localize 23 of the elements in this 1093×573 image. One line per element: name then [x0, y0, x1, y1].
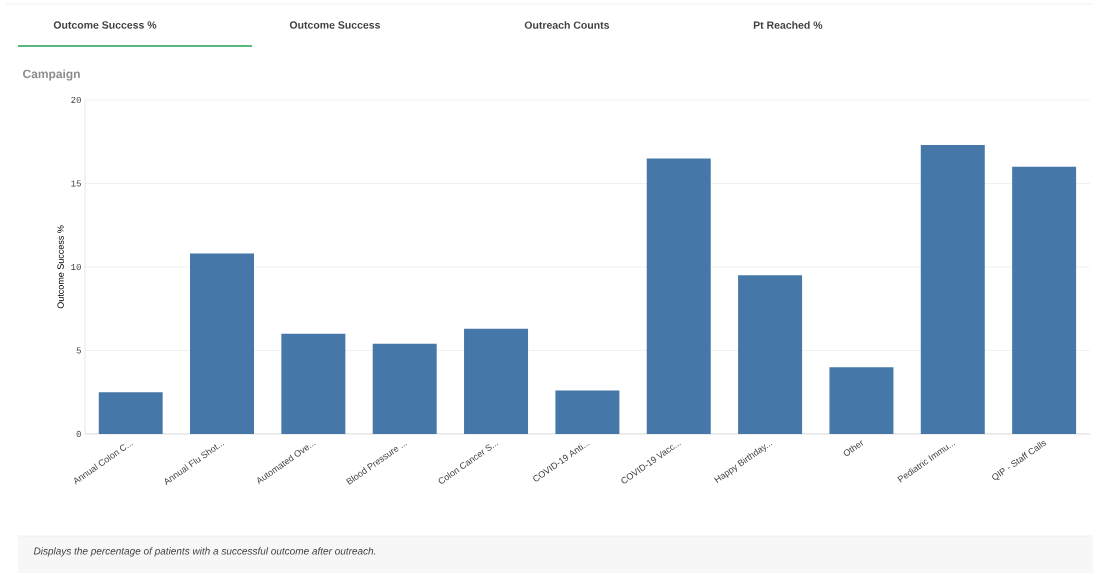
- bar: [738, 275, 803, 434]
- y-tick-label: 0: [76, 430, 81, 438]
- bar: [464, 328, 529, 434]
- text: Outreach Counts: [524, 21, 610, 29]
- text: Pt Reached %: [753, 21, 823, 29]
- bar: [281, 333, 346, 434]
- bar: [372, 343, 437, 434]
- text: Displays the percentage of patients with a successful outcome after outreach.: [33, 547, 376, 557]
- y-tick-label: 15: [71, 180, 81, 187]
- text: Outcome Success: [289, 21, 381, 29]
- y-tick-label: 5: [76, 347, 81, 354]
- chart-title: Campaign: [23, 69, 80, 81]
- y-axis-title: Outcome Success %: [57, 225, 64, 309]
- y-tick-label: 20: [71, 96, 81, 104]
- bar: [98, 392, 163, 434]
- bar: [190, 253, 254, 434]
- bar: [646, 158, 711, 434]
- text: Outcome Success %: [53, 21, 157, 29]
- bar: [829, 367, 894, 434]
- bar: [1012, 166, 1077, 434]
- y-tick-label: 10: [71, 263, 81, 271]
- bar: [920, 145, 985, 434]
- bar: [555, 390, 620, 434]
